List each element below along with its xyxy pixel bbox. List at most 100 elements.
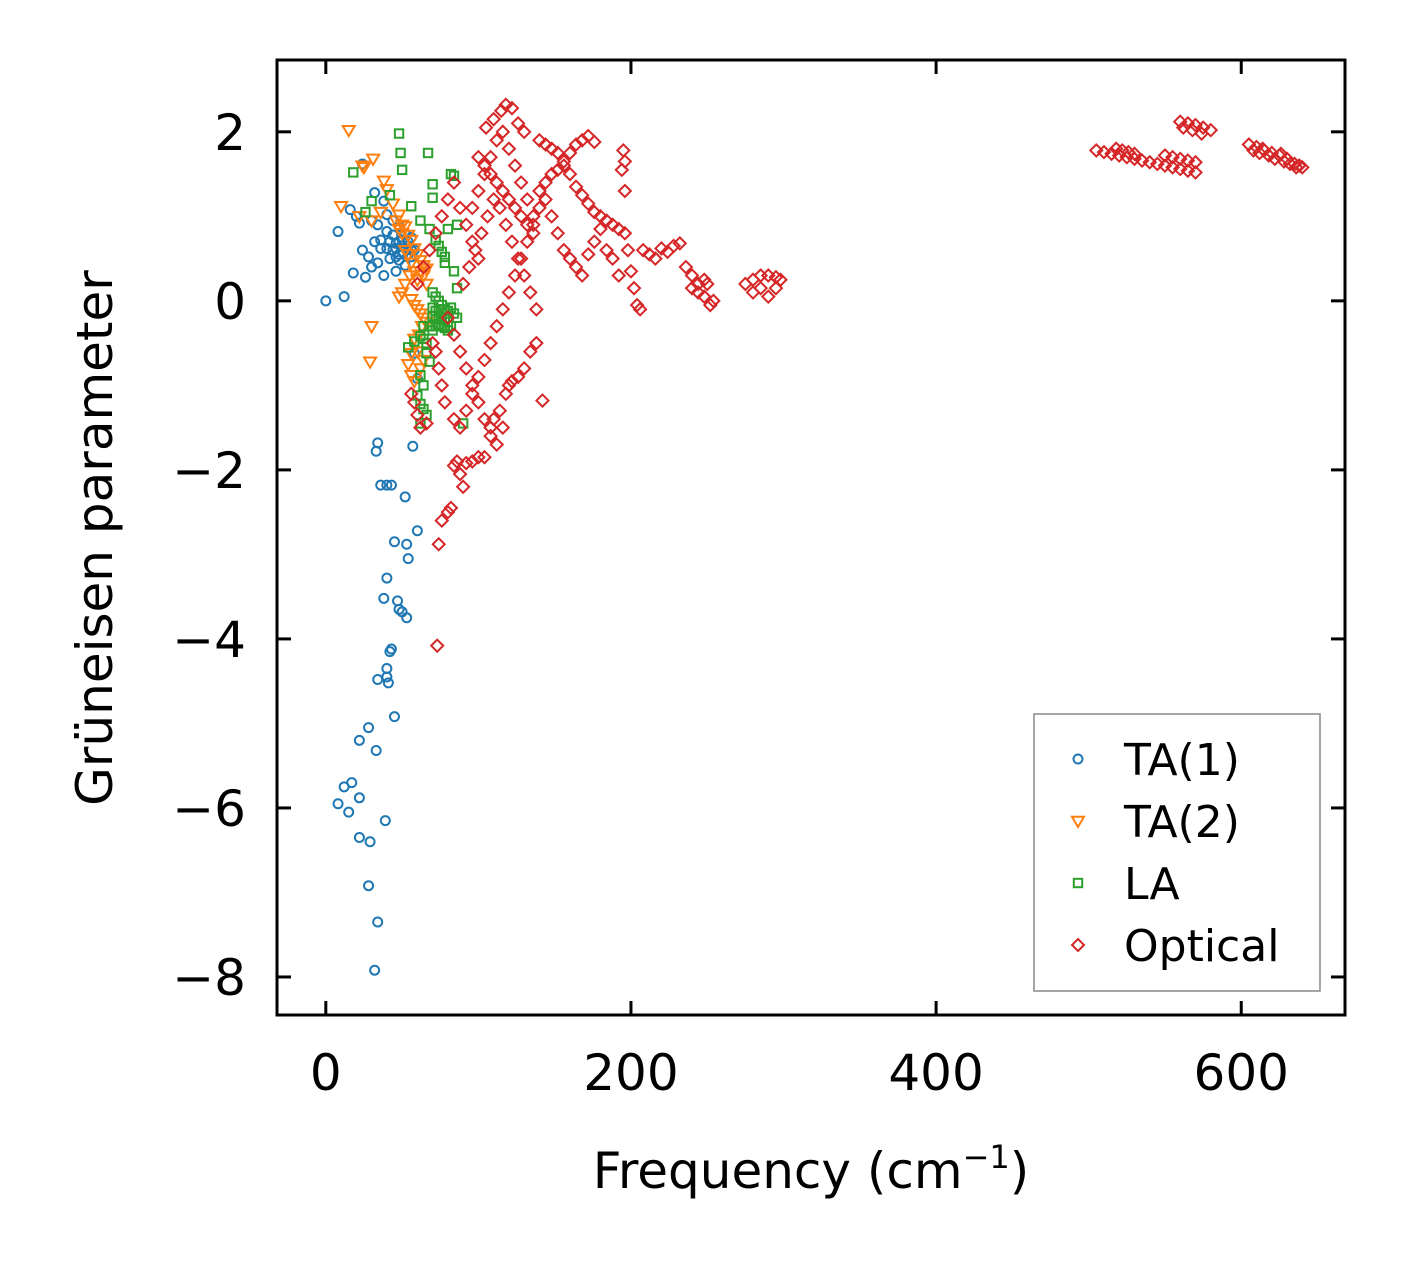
point-optical [586, 134, 602, 150]
point-optical [501, 284, 517, 300]
point-ta-1 [332, 226, 344, 238]
point-optical [568, 137, 584, 152]
point-ta-1 [372, 257, 384, 269]
point-optical [464, 234, 480, 250]
point-ta-2 [415, 270, 432, 284]
point-optical [495, 301, 511, 317]
point-optical [478, 120, 494, 136]
point-optical [544, 166, 560, 182]
point-optical [593, 221, 608, 237]
point-optical [452, 344, 468, 359]
point-la [395, 147, 406, 159]
point-optical [544, 141, 560, 157]
point-ta-2 [363, 215, 380, 229]
point-optical [470, 394, 486, 410]
point-optical [550, 225, 566, 241]
point-ta-2 [397, 221, 413, 235]
x-axis-title-main: Frequency (cm [593, 1142, 963, 1200]
y-tick-label: 0 [214, 273, 246, 331]
point-ta-1 [353, 792, 365, 804]
point-optical [647, 251, 663, 267]
point-ta-1 [381, 479, 393, 491]
point-optical [562, 251, 578, 267]
point-optical [480, 208, 495, 224]
point-optical [623, 263, 639, 279]
point-ta-1 [402, 553, 414, 565]
point-optical [519, 234, 535, 250]
point-optical [626, 280, 642, 296]
point-optical [513, 208, 529, 224]
point-optical [486, 111, 502, 127]
point-optical [483, 166, 499, 182]
point-ta-1 [344, 204, 356, 216]
point-optical [574, 268, 590, 283]
axis-ticks: 0 200 400 600 −8 −6 −4 −2 0 2 [172, 60, 1345, 1102]
point-ta-2 [391, 291, 407, 305]
point-la [427, 302, 438, 313]
point-ta-1 [343, 806, 355, 818]
point-optical [452, 200, 468, 216]
point-optical [429, 638, 445, 654]
point-optical [434, 377, 450, 393]
point-optical [507, 200, 523, 216]
legend-marker-ta-2 [1070, 815, 1086, 829]
point-ta-2 [397, 244, 413, 259]
point-optical [437, 394, 453, 410]
point-ta-2 [333, 201, 349, 215]
point-optical [705, 293, 721, 309]
legend-marker-ta-1 [1072, 753, 1084, 765]
point-optical [477, 158, 492, 174]
point-optical [535, 393, 550, 409]
point-la [396, 164, 408, 176]
point-ta-2 [403, 234, 420, 248]
point-ta-2 [409, 346, 426, 360]
point-optical [443, 500, 459, 516]
point-optical [615, 143, 631, 158]
point-ta-1 [356, 244, 368, 256]
point-ta-2 [406, 375, 423, 390]
point-optical [446, 458, 462, 474]
point-ta-1 [347, 267, 359, 279]
point-optical [690, 284, 706, 300]
point-optical [550, 162, 566, 178]
point-optical [599, 242, 614, 258]
point-ta-1 [346, 777, 358, 789]
point-ta-1 [359, 271, 371, 283]
point-ta-1 [388, 536, 400, 548]
point-optical [483, 428, 499, 444]
point-ta-1 [370, 744, 382, 756]
point-optical [461, 259, 477, 275]
point-optical [455, 479, 471, 495]
point-optical [538, 175, 553, 190]
point-optical [522, 344, 538, 359]
point-optical [562, 166, 578, 182]
point-optical [1188, 117, 1203, 133]
point-ta-1 [353, 734, 365, 746]
point-ta-2 [412, 363, 429, 377]
point-optical [528, 301, 544, 317]
plot-frame [275, 58, 1347, 1017]
point-la [360, 206, 371, 218]
point-la [415, 215, 426, 226]
point-ta-1 [375, 479, 387, 491]
point-optical [501, 141, 517, 157]
point-ta-1 [363, 722, 375, 734]
point-optical [495, 420, 511, 436]
point-optical [525, 217, 541, 233]
point-optical [431, 361, 447, 376]
point-la [421, 337, 432, 349]
point-ta-1 [401, 538, 413, 550]
point-la [422, 147, 434, 159]
point-optical [486, 192, 502, 207]
point-la [439, 257, 451, 269]
point-ta-1 [363, 251, 375, 263]
point-optical [510, 115, 526, 131]
point-la [427, 192, 438, 203]
point-optical [522, 284, 538, 300]
point-optical [519, 192, 535, 207]
point-ta-1 [378, 592, 390, 604]
point-optical [477, 352, 492, 368]
point-optical [458, 361, 474, 376]
point-optical [513, 251, 529, 267]
